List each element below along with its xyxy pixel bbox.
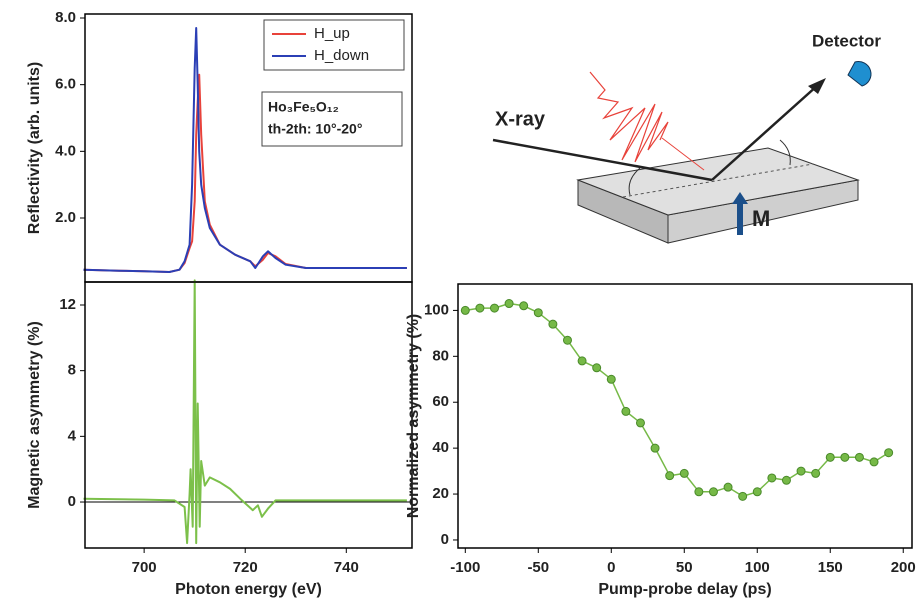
data-point — [752, 487, 762, 497]
y-tick-label: 12 — [59, 296, 76, 313]
dashed-line — [622, 163, 814, 198]
detector-label: Detector — [812, 31, 881, 50]
data-point — [489, 303, 499, 313]
data-point — [796, 466, 806, 476]
y-tick-label: 0 — [68, 493, 76, 510]
data-point — [475, 303, 485, 313]
y-axis-label: Reflectivity (arb. units) — [26, 62, 43, 234]
m-label: M — [752, 206, 770, 231]
legend-label: H_down — [314, 47, 369, 64]
x-tick-label: 150 — [818, 559, 843, 576]
data-point — [592, 363, 602, 373]
reflected-beam — [711, 84, 819, 181]
data-point — [781, 475, 791, 485]
y-tick-label: 100 — [424, 301, 449, 318]
data-point — [504, 299, 514, 309]
x-tick-label: -100 — [450, 559, 480, 576]
data-line — [83, 27, 407, 273]
data-point — [767, 473, 777, 483]
detector-icon — [847, 61, 872, 87]
data-point — [825, 452, 835, 462]
data-point — [460, 305, 470, 315]
x-tick-label: 700 — [132, 559, 157, 576]
x-tick-label: 100 — [745, 559, 770, 576]
x-tick-label: 0 — [607, 559, 615, 576]
data-point — [738, 491, 748, 501]
data-point — [548, 319, 558, 329]
data-point — [679, 468, 689, 478]
arrowhead — [808, 78, 826, 94]
angle-arc — [779, 139, 791, 166]
y-tick-label: 2.0 — [55, 209, 76, 226]
x-tick-label: 50 — [676, 559, 693, 576]
y-tick-label: 8 — [68, 362, 76, 379]
incident-beam — [492, 138, 713, 182]
slab-top — [576, 147, 860, 216]
y-tick-label: 60 — [432, 393, 449, 410]
pump-wave — [589, 71, 669, 163]
data-point — [606, 374, 616, 384]
x-axis-label: Photon energy (eV) — [175, 581, 322, 598]
y-tick-label: 40 — [432, 439, 449, 456]
data-point — [562, 335, 572, 345]
y-axis-label: Normalized asymmetry (%) — [405, 314, 422, 519]
x-tick-label: 740 — [334, 559, 359, 576]
y-tick-label: 20 — [432, 485, 449, 502]
data-point — [854, 452, 864, 462]
data-point — [869, 457, 879, 467]
x-axis-label: Pump-probe delay (ps) — [598, 581, 771, 598]
y-tick-label: 0 — [441, 531, 449, 548]
data-point — [708, 487, 718, 497]
data-point — [635, 418, 645, 428]
y-axis-label: Magnetic asymmetry (%) — [26, 321, 43, 509]
angle-arc — [628, 167, 641, 196]
annotation: th-2th: 10°-20° — [268, 121, 362, 137]
data-point — [884, 448, 894, 458]
data-point — [840, 452, 850, 462]
legend-label: H_up — [314, 25, 350, 42]
x-tick-label: 200 — [891, 559, 916, 576]
y-tick-label: 8.0 — [55, 9, 76, 26]
x-tick-label: 720 — [233, 559, 258, 576]
setup-diagram: X-ray Detector M — [492, 31, 881, 244]
x-tick-label: -50 — [527, 559, 549, 576]
data-line — [83, 279, 407, 545]
y-tick-label: 80 — [432, 347, 449, 364]
y-tick-label: 6.0 — [55, 76, 76, 93]
xray-label: X-ray — [495, 108, 546, 130]
data-point — [533, 308, 543, 318]
data-point — [577, 356, 587, 366]
data-point — [723, 482, 733, 492]
annotation-box — [261, 91, 403, 147]
y-tick-label: 4 — [68, 427, 77, 444]
data-point — [665, 471, 675, 481]
plot-frame — [457, 283, 913, 549]
m-arrowhead — [732, 192, 748, 204]
data-line — [465, 302, 889, 498]
data-point — [694, 487, 704, 497]
data-point — [811, 468, 821, 478]
plot-frame — [84, 281, 413, 549]
pump-arrow — [661, 137, 705, 171]
legend-box — [263, 19, 405, 71]
data-point — [519, 301, 529, 311]
data-point — [650, 443, 660, 453]
annotation: Ho₃Fe₅O₁₂ — [268, 99, 339, 115]
data-point — [621, 406, 631, 416]
y-tick-label: 4.0 — [55, 142, 76, 159]
